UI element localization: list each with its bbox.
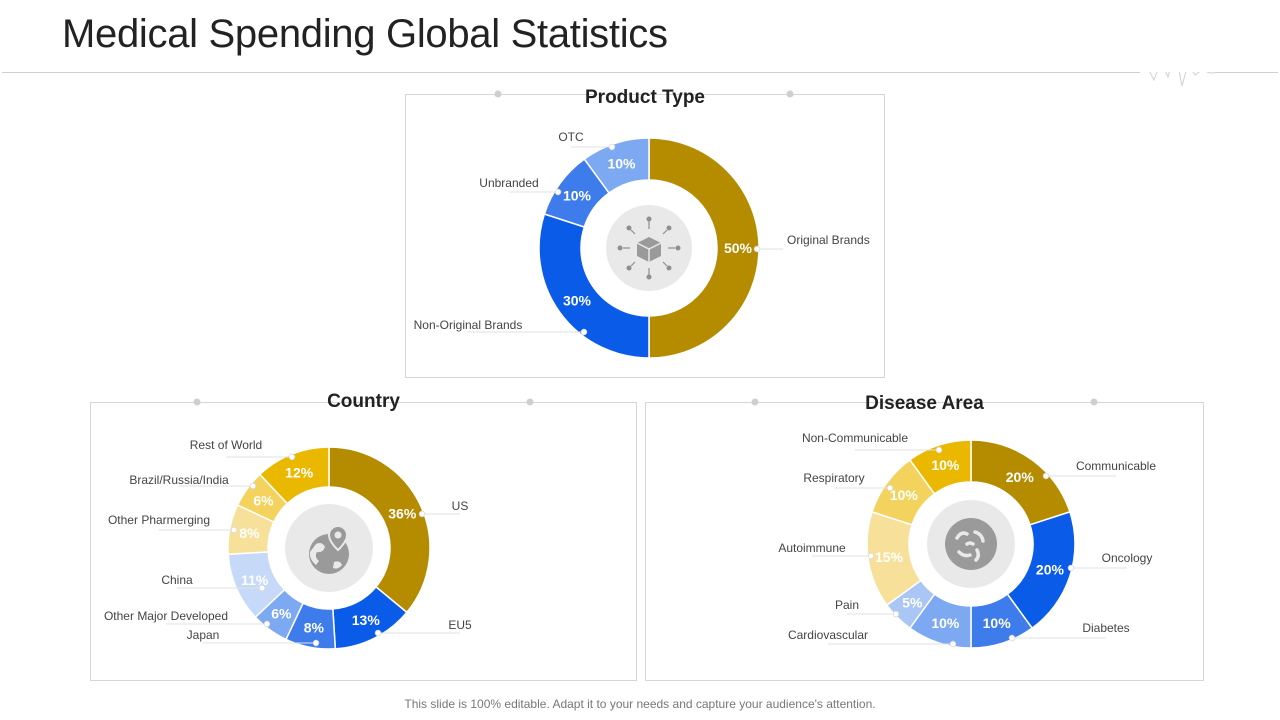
box-network-icon <box>606 205 692 291</box>
value-label-brazil-russia-india: 6% <box>253 492 274 508</box>
bacteria-icon <box>927 500 1015 588</box>
panel-title-product-type: Product Type <box>585 87 705 108</box>
category-label-respiratory: Respiratory <box>803 471 864 485</box>
value-label-original-brands: 50% <box>724 240 753 256</box>
leader-dot-non-original-brands <box>580 328 588 336</box>
value-label-us: 36% <box>388 506 417 522</box>
category-label-non-original-brands: Non-Original Brands <box>414 318 523 332</box>
value-label-non-original-brands: 30% <box>563 292 592 308</box>
footer-note: This slide is 100% editable. Adapt it to… <box>404 697 876 711</box>
value-label-respiratory: 10% <box>890 487 919 503</box>
value-label-other-major-developed: 6% <box>271 606 292 622</box>
leader-dot-rest-of-world <box>288 453 296 461</box>
leader-dot-pain <box>892 610 900 618</box>
category-label-autoimmune: Autoimmune <box>778 541 846 555</box>
panel-title-disease-area: Disease Area <box>865 393 984 414</box>
leader-dot-other-pharmerging <box>230 526 238 534</box>
category-label-us: US <box>452 499 469 513</box>
value-label-pain: 5% <box>902 595 923 611</box>
leader-dot-unbranded <box>554 188 562 196</box>
leader-dot-otc <box>608 143 616 151</box>
category-label-other-pharmerging: Other Pharmerging <box>108 513 210 527</box>
leader-dot-autoimmune <box>867 552 875 560</box>
value-label-eu5: 13% <box>352 612 381 628</box>
leader-dot-diabetes <box>1008 634 1016 642</box>
value-label-autoimmune: 15% <box>875 549 904 565</box>
category-label-china: China <box>161 573 193 587</box>
product-type-donut: 50% Original Brands 30% Non-Original Brands… <box>414 130 870 359</box>
category-label-diabetes: Diabetes <box>1082 621 1129 635</box>
value-label-non-communicable: 10% <box>931 457 960 473</box>
category-label-pain: Pain <box>835 598 859 612</box>
value-label-otc: 10% <box>607 155 636 171</box>
panel-decorations <box>193 90 1098 406</box>
value-label-other-pharmerging: 8% <box>239 525 260 541</box>
leader-dot-respiratory <box>886 484 894 492</box>
page-title: Medical Spending Global Statistics <box>62 12 668 56</box>
value-label-rest-of-world: 12% <box>285 465 314 481</box>
category-label-original-brands: Original Brands <box>787 233 870 247</box>
category-label-other-major-developed: Other Major Developed <box>104 609 228 623</box>
category-label-brazil-russia-india: Brazil/Russia/India <box>129 473 229 487</box>
value-label-communicable: 20% <box>1006 469 1035 485</box>
panel-title-country: Country <box>327 391 400 412</box>
category-label-cardiovascular: Cardiovascular <box>788 628 868 642</box>
leader-dot-japan <box>312 639 320 647</box>
leader-dot-brazil-russia-india <box>249 482 257 490</box>
category-label-eu5: EU5 <box>448 618 472 632</box>
value-label-china: 11% <box>241 572 269 588</box>
value-label-cardiovascular: 10% <box>931 615 960 631</box>
slice-rest-of-world <box>258 446 330 505</box>
slice-non-original-brands <box>538 213 650 359</box>
leader-dot-other-major-developed <box>263 620 271 628</box>
category-label-otc: OTC <box>558 130 584 144</box>
category-label-communicable: Communicable <box>1076 459 1156 473</box>
slice-original-brands <box>648 137 760 359</box>
leader-dot-china <box>258 584 266 592</box>
leader-dot-non-communicable <box>935 446 943 454</box>
leader-dot-oncology <box>1067 564 1075 572</box>
category-label-oncology: Oncology <box>1102 551 1153 565</box>
slice-us <box>328 446 431 614</box>
country-donut: 36% US 13% EU5 8% Japan 6% Other Major Develope… <box>104 438 472 650</box>
leader-dot-eu5 <box>374 629 382 637</box>
value-label-diabetes: 10% <box>983 615 1012 631</box>
leader-dot-cardiovascular <box>949 640 957 648</box>
value-label-unbranded: 10% <box>563 188 592 204</box>
leader-dot-original-brands <box>753 245 761 253</box>
globe-pin-icon <box>285 504 373 592</box>
category-label-japan: Japan <box>187 628 220 642</box>
disease-area-donut: 20% Communicable 20% Oncology 10% Diabetes 10%… <box>778 431 1156 649</box>
header-divider <box>2 72 1278 87</box>
slice-otc <box>583 137 650 195</box>
category-label-rest-of-world: Rest of World <box>190 438 262 452</box>
leader-dot-communicable <box>1042 472 1050 480</box>
category-label-non-communicable: Non-Communicable <box>802 431 908 445</box>
value-label-japan: 8% <box>304 620 325 636</box>
category-label-unbranded: Unbranded <box>479 176 538 190</box>
leader-dot-us <box>418 510 426 518</box>
value-label-oncology: 20% <box>1036 562 1065 578</box>
heartbeat-icon <box>1137 72 1278 87</box>
